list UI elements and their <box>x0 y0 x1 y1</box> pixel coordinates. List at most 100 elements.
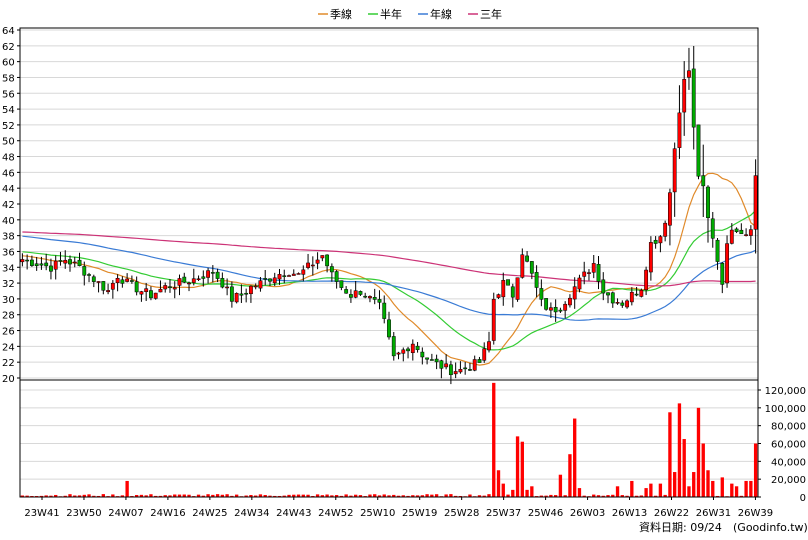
candle-body <box>182 276 187 283</box>
volume-bar <box>268 495 272 497</box>
legend-label-2: 年線 <box>430 7 452 21</box>
ma-year-line <box>22 235 756 321</box>
volume-bar <box>753 443 758 497</box>
volume-bar <box>620 495 624 497</box>
candle-body <box>506 279 510 286</box>
price-tick-label: 26 <box>2 327 15 338</box>
volume-tick-label: 40,000 <box>771 457 806 468</box>
candle-body <box>620 302 625 306</box>
volume-bar <box>201 495 205 497</box>
volume-bar <box>592 494 596 497</box>
candle-body <box>68 259 72 265</box>
volume-bar <box>354 494 358 497</box>
price-tick-label: 28 <box>2 311 15 322</box>
volume-bar <box>139 494 144 497</box>
candle-body <box>729 229 734 244</box>
volume-bar <box>296 494 301 497</box>
volume-bar <box>306 494 310 497</box>
candle-body <box>525 255 529 262</box>
price-tick-label: 40 <box>2 216 15 227</box>
candle-body <box>291 273 296 276</box>
candle-body <box>206 270 210 278</box>
candle-body <box>158 288 163 293</box>
candle-body <box>229 286 234 302</box>
candle-body <box>153 292 158 299</box>
volume-bar <box>673 472 677 497</box>
candle-body <box>172 287 177 290</box>
volume-bar <box>334 495 339 497</box>
legend-label-1: 半年 <box>380 7 402 21</box>
volume-bar <box>73 495 77 497</box>
volume-bar <box>658 483 663 497</box>
volume-bar <box>720 477 724 497</box>
chart-frames <box>19 27 759 498</box>
candlestick-series <box>20 45 758 385</box>
volume-bar <box>320 495 325 497</box>
volume-bar <box>615 486 620 497</box>
volume-bar <box>358 495 363 497</box>
candle-body <box>25 259 30 262</box>
candle-body <box>282 275 287 277</box>
volume-bar <box>25 495 29 497</box>
candle-body <box>220 278 225 288</box>
candle-body <box>720 263 725 285</box>
volume-bar <box>273 495 277 497</box>
candle-body <box>225 286 230 289</box>
candle-body <box>120 279 125 284</box>
candle-body <box>115 278 120 283</box>
volume-bar <box>377 495 382 497</box>
price-tick-label: 62 <box>2 42 15 53</box>
volume-bar <box>682 439 686 497</box>
volume-bar <box>553 495 558 497</box>
candle-body <box>487 341 491 351</box>
time-tick-label: 26W22 <box>654 508 689 519</box>
candle-body <box>425 357 430 360</box>
ma-halfyear-line <box>22 210 757 351</box>
candle-body <box>34 263 39 266</box>
candle-body <box>739 229 744 235</box>
volume-bar <box>420 495 424 497</box>
candle-body <box>663 222 668 237</box>
candle-body <box>687 70 691 78</box>
volume-bar <box>96 495 101 497</box>
legend-label-0: 季線 <box>330 7 352 21</box>
volume-bar <box>677 403 682 497</box>
time-tick-label: 24W52 <box>318 508 353 519</box>
candle-body <box>510 286 515 298</box>
volume-bar <box>68 494 72 497</box>
candle-body <box>258 280 263 289</box>
volume-panel-frame <box>19 379 759 498</box>
volume-bar <box>477 495 482 497</box>
data-date-note: 資料日期: 09/24 <box>639 520 722 534</box>
volume-bar <box>549 494 553 497</box>
candle-body <box>744 234 749 236</box>
volume-bar <box>449 494 453 497</box>
candle-body <box>667 192 672 226</box>
candle-body <box>244 292 249 295</box>
volume-bar <box>230 495 234 497</box>
volume-bar <box>49 495 53 497</box>
volume-bar <box>563 495 567 497</box>
volume-bar-series <box>20 382 758 497</box>
volume-bar <box>263 495 267 497</box>
candle-body <box>677 112 682 148</box>
volume-bar <box>349 495 353 497</box>
time-tick-label: 25W19 <box>402 508 437 519</box>
volume-bar <box>511 489 515 497</box>
candle-body <box>458 369 463 373</box>
volume-bar <box>539 495 544 497</box>
volume-bar <box>368 494 372 497</box>
volume-bar <box>144 495 148 497</box>
candle-body <box>682 79 687 113</box>
volume-bar <box>525 489 529 497</box>
candle-body <box>568 297 572 306</box>
volume-bar <box>39 495 44 497</box>
volume-bar <box>154 495 158 497</box>
volume-bar <box>639 495 644 497</box>
volume-bar <box>158 495 163 497</box>
candle-body <box>548 307 553 311</box>
candle-body <box>268 278 272 282</box>
volume-bar <box>92 495 96 497</box>
volume-bar <box>468 494 472 497</box>
candle-body <box>249 285 253 295</box>
